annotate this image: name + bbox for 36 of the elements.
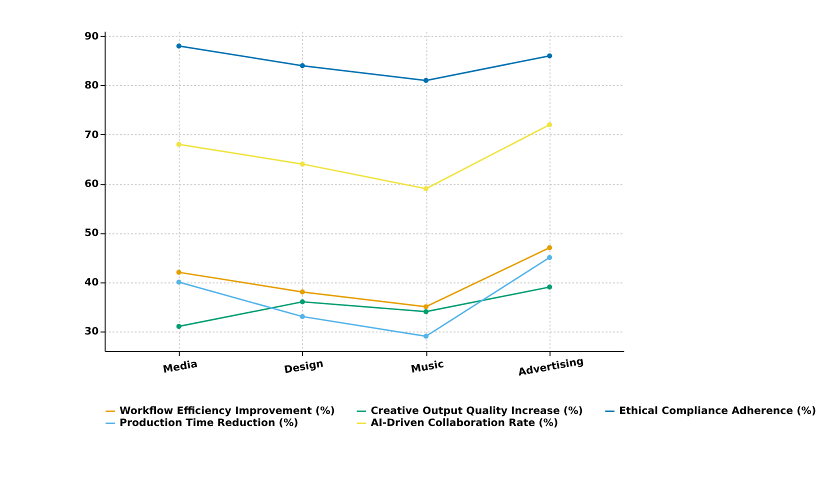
- point: [423, 304, 429, 310]
- point: [300, 299, 305, 304]
- point: [300, 162, 305, 167]
- point: [176, 43, 182, 49]
- legend-label: Creative Output Quality Increase (%): [370, 406, 583, 418]
- legend-label: Production Time Reduction (%): [120, 418, 298, 430]
- point: [547, 255, 552, 260]
- x-tick-label: Design: [284, 358, 324, 376]
- point: [176, 324, 182, 329]
- point: [423, 309, 429, 314]
- point: [547, 284, 552, 290]
- legend-label: AI-Driven Collaboration Rate (%): [370, 418, 558, 430]
- point: [547, 53, 552, 58]
- point: [423, 186, 429, 192]
- y-tick-label: 50: [84, 228, 99, 240]
- y-tick-label: 80: [84, 80, 99, 92]
- point: [300, 289, 305, 295]
- x-tick-label: Advertising: [517, 356, 585, 379]
- y-tick-label: 90: [84, 31, 99, 42]
- point: [176, 280, 182, 285]
- legend-label: Ethical Compliance Adherence (%): [619, 406, 816, 418]
- point: [176, 142, 182, 147]
- y-tick-label: 70: [84, 130, 99, 141]
- point: [423, 334, 429, 339]
- y-tick-label: 40: [84, 277, 99, 288]
- x-tick-label: Media: [162, 358, 198, 376]
- point: [547, 122, 552, 128]
- point: [547, 245, 552, 250]
- legend-label: Workflow Efficiency Improvement (%): [120, 406, 335, 418]
- point: [300, 314, 305, 320]
- y-tick-label: 30: [84, 326, 99, 338]
- point: [300, 63, 305, 68]
- x-tick-label: Music: [410, 359, 445, 376]
- point: [176, 270, 182, 275]
- point: [423, 78, 429, 83]
- y-tick-label: 60: [84, 179, 99, 190]
